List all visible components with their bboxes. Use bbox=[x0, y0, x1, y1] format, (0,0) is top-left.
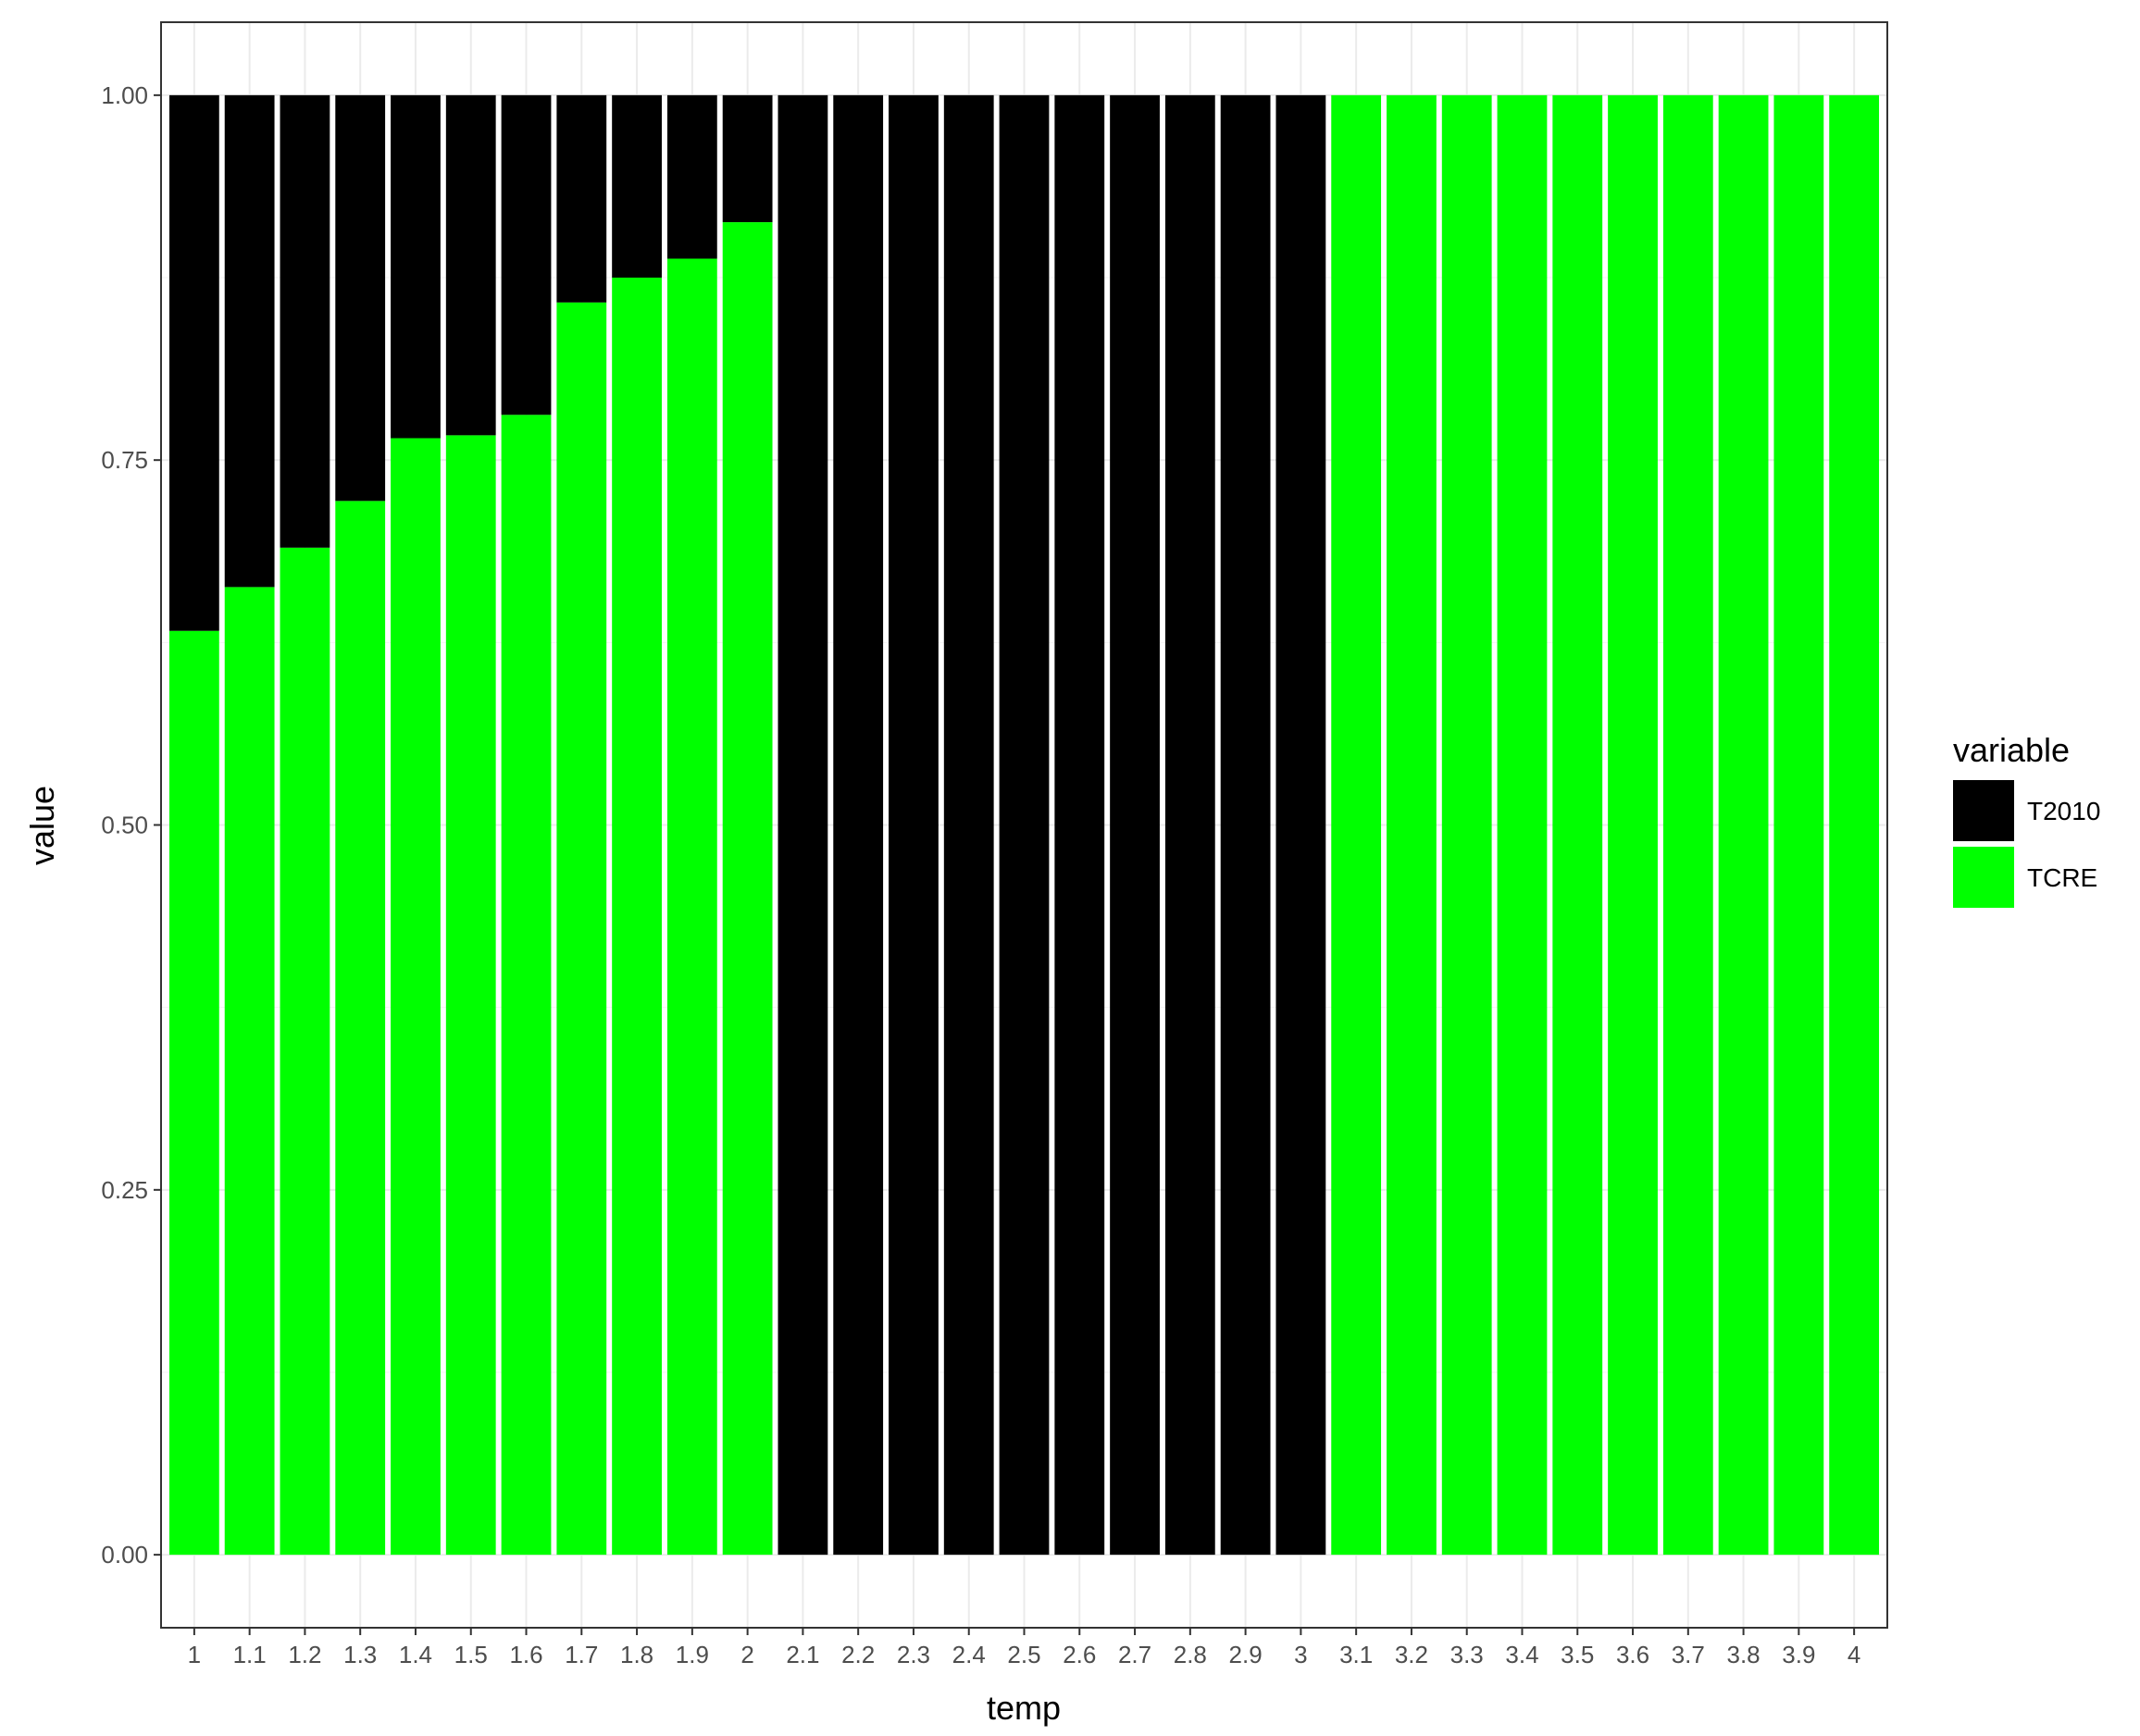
x-tick-label: 2.3 bbox=[897, 1641, 930, 1668]
bar-tcre-1.9 bbox=[666, 258, 717, 1556]
bar-t2010-1.3 bbox=[335, 94, 386, 502]
legend: variable T2010 TCRE bbox=[1953, 731, 2100, 908]
x-tick-label: 3.8 bbox=[1727, 1641, 1761, 1668]
x-tick-label: 3 bbox=[1294, 1641, 1307, 1668]
x-tick-label: 2.8 bbox=[1174, 1641, 1207, 1668]
bar-tcre-1.2 bbox=[280, 547, 330, 1556]
y-tick-label: 0.75 bbox=[101, 446, 148, 474]
y-tick-label: 0.25 bbox=[101, 1176, 148, 1204]
x-tick-label: 1.7 bbox=[565, 1641, 598, 1668]
y-axis-title: value bbox=[23, 786, 61, 865]
x-tick-label: 3.9 bbox=[1782, 1641, 1815, 1668]
y-tick-label: 0.00 bbox=[101, 1541, 148, 1569]
x-tick-label: 1.1 bbox=[233, 1641, 267, 1668]
x-tick-label: 4 bbox=[1848, 1641, 1860, 1668]
x-tick-label: 1.3 bbox=[343, 1641, 377, 1668]
x-tick-label: 3.2 bbox=[1395, 1641, 1428, 1668]
legend-label-t2010: T2010 bbox=[2027, 797, 2100, 825]
x-axis: 1 1.1 1.2 1.3 1.4 1.5 1.6 1.7 1.8 1.9 2 2.1 2.2 2.3 2.… bbox=[188, 1628, 1860, 1668]
legend-key-t2010 bbox=[1953, 780, 2014, 841]
x-tick-label: 3.4 bbox=[1505, 1641, 1538, 1668]
x-tick-label: 2.5 bbox=[1007, 1641, 1040, 1668]
bar-t2010-2 bbox=[722, 94, 773, 223]
legend-key-tcre bbox=[1953, 847, 2014, 908]
bar-tcre-1.7 bbox=[556, 302, 607, 1556]
x-tick-label: 2.7 bbox=[1118, 1641, 1151, 1668]
bar-tcre-1.5 bbox=[445, 435, 496, 1556]
bar-tcre-1 bbox=[168, 630, 219, 1556]
y-tick-label: 0.50 bbox=[101, 812, 148, 839]
legend-label-tcre: TCRE bbox=[2027, 863, 2097, 892]
bar-t2010-1.2 bbox=[280, 94, 330, 548]
bar-t2010-2.4 bbox=[943, 94, 994, 1556]
bar-t2010-2.9 bbox=[1220, 94, 1271, 1556]
bar-t2010-2.2 bbox=[833, 94, 884, 1556]
y-tick-label: 1.00 bbox=[101, 81, 148, 109]
bar-tcre-3.5 bbox=[1552, 94, 1603, 1556]
bar-t2010-1.4 bbox=[391, 94, 441, 439]
x-tick-label: 1.2 bbox=[288, 1641, 321, 1668]
bar-tcre-3.6 bbox=[1608, 94, 1658, 1556]
bars bbox=[168, 94, 1880, 1556]
bar-t2010-2.3 bbox=[889, 94, 939, 1556]
x-tick-label: 2.4 bbox=[952, 1641, 986, 1668]
x-tick-label: 1.4 bbox=[399, 1641, 432, 1668]
bar-t2010-2.7 bbox=[1110, 94, 1160, 1556]
bar-tcre-3.9 bbox=[1773, 94, 1824, 1556]
bar-tcre-1.4 bbox=[391, 438, 441, 1556]
x-tick-label: 3.6 bbox=[1616, 1641, 1649, 1668]
bar-t2010-1.8 bbox=[612, 94, 662, 279]
bar-tcre-4 bbox=[1829, 94, 1880, 1556]
x-tick-label: 3.7 bbox=[1672, 1641, 1705, 1668]
x-tick-label: 2 bbox=[740, 1641, 753, 1668]
x-tick-label: 2.9 bbox=[1229, 1641, 1263, 1668]
bar-tcre-1.8 bbox=[612, 278, 662, 1556]
bar-tcre-3.2 bbox=[1387, 94, 1437, 1556]
x-tick-label: 2.2 bbox=[841, 1641, 875, 1668]
bar-tcre-3.8 bbox=[1718, 94, 1769, 1556]
bar-tcre-2 bbox=[722, 222, 773, 1556]
bar-tcre-1.3 bbox=[335, 501, 386, 1556]
bar-tcre-3.4 bbox=[1497, 94, 1548, 1556]
x-axis-title: temp bbox=[987, 1689, 1061, 1727]
x-tick-label: 1.6 bbox=[509, 1641, 542, 1668]
bar-t2010-1.7 bbox=[556, 94, 607, 303]
bar-t2010-3 bbox=[1275, 94, 1326, 1556]
x-tick-label: 2.6 bbox=[1063, 1641, 1096, 1668]
bar-tcre-3.1 bbox=[1331, 94, 1382, 1556]
x-tick-label: 1.9 bbox=[676, 1641, 709, 1668]
bar-t2010-1.5 bbox=[445, 94, 496, 436]
bar-tcre-3.7 bbox=[1662, 94, 1713, 1556]
x-tick-label: 1.5 bbox=[454, 1641, 488, 1668]
x-tick-label: 3.5 bbox=[1561, 1641, 1594, 1668]
x-tick-label: 3.3 bbox=[1450, 1641, 1484, 1668]
bar-t2010-1.6 bbox=[501, 94, 552, 415]
bar-t2010-2.6 bbox=[1054, 94, 1105, 1556]
bar-tcre-3.3 bbox=[1441, 94, 1492, 1556]
bar-t2010-1.1 bbox=[224, 94, 275, 588]
x-tick-label: 1 bbox=[188, 1641, 201, 1668]
bar-t2010-1 bbox=[168, 94, 219, 631]
bar-t2010-1.9 bbox=[666, 94, 717, 259]
legend-title: variable bbox=[1953, 731, 2070, 769]
bar-tcre-1.6 bbox=[501, 415, 552, 1556]
x-tick-label: 1.8 bbox=[620, 1641, 653, 1668]
bar-t2010-2.5 bbox=[999, 94, 1050, 1556]
bar-t2010-2.1 bbox=[778, 94, 828, 1556]
x-tick-label: 2.1 bbox=[786, 1641, 819, 1668]
x-tick-label: 3.1 bbox=[1339, 1641, 1373, 1668]
bar-tcre-1.1 bbox=[224, 587, 275, 1556]
y-axis: 0.00 0.25 0.50 0.75 1.00 bbox=[101, 81, 161, 1569]
bar-t2010-2.8 bbox=[1164, 94, 1215, 1556]
